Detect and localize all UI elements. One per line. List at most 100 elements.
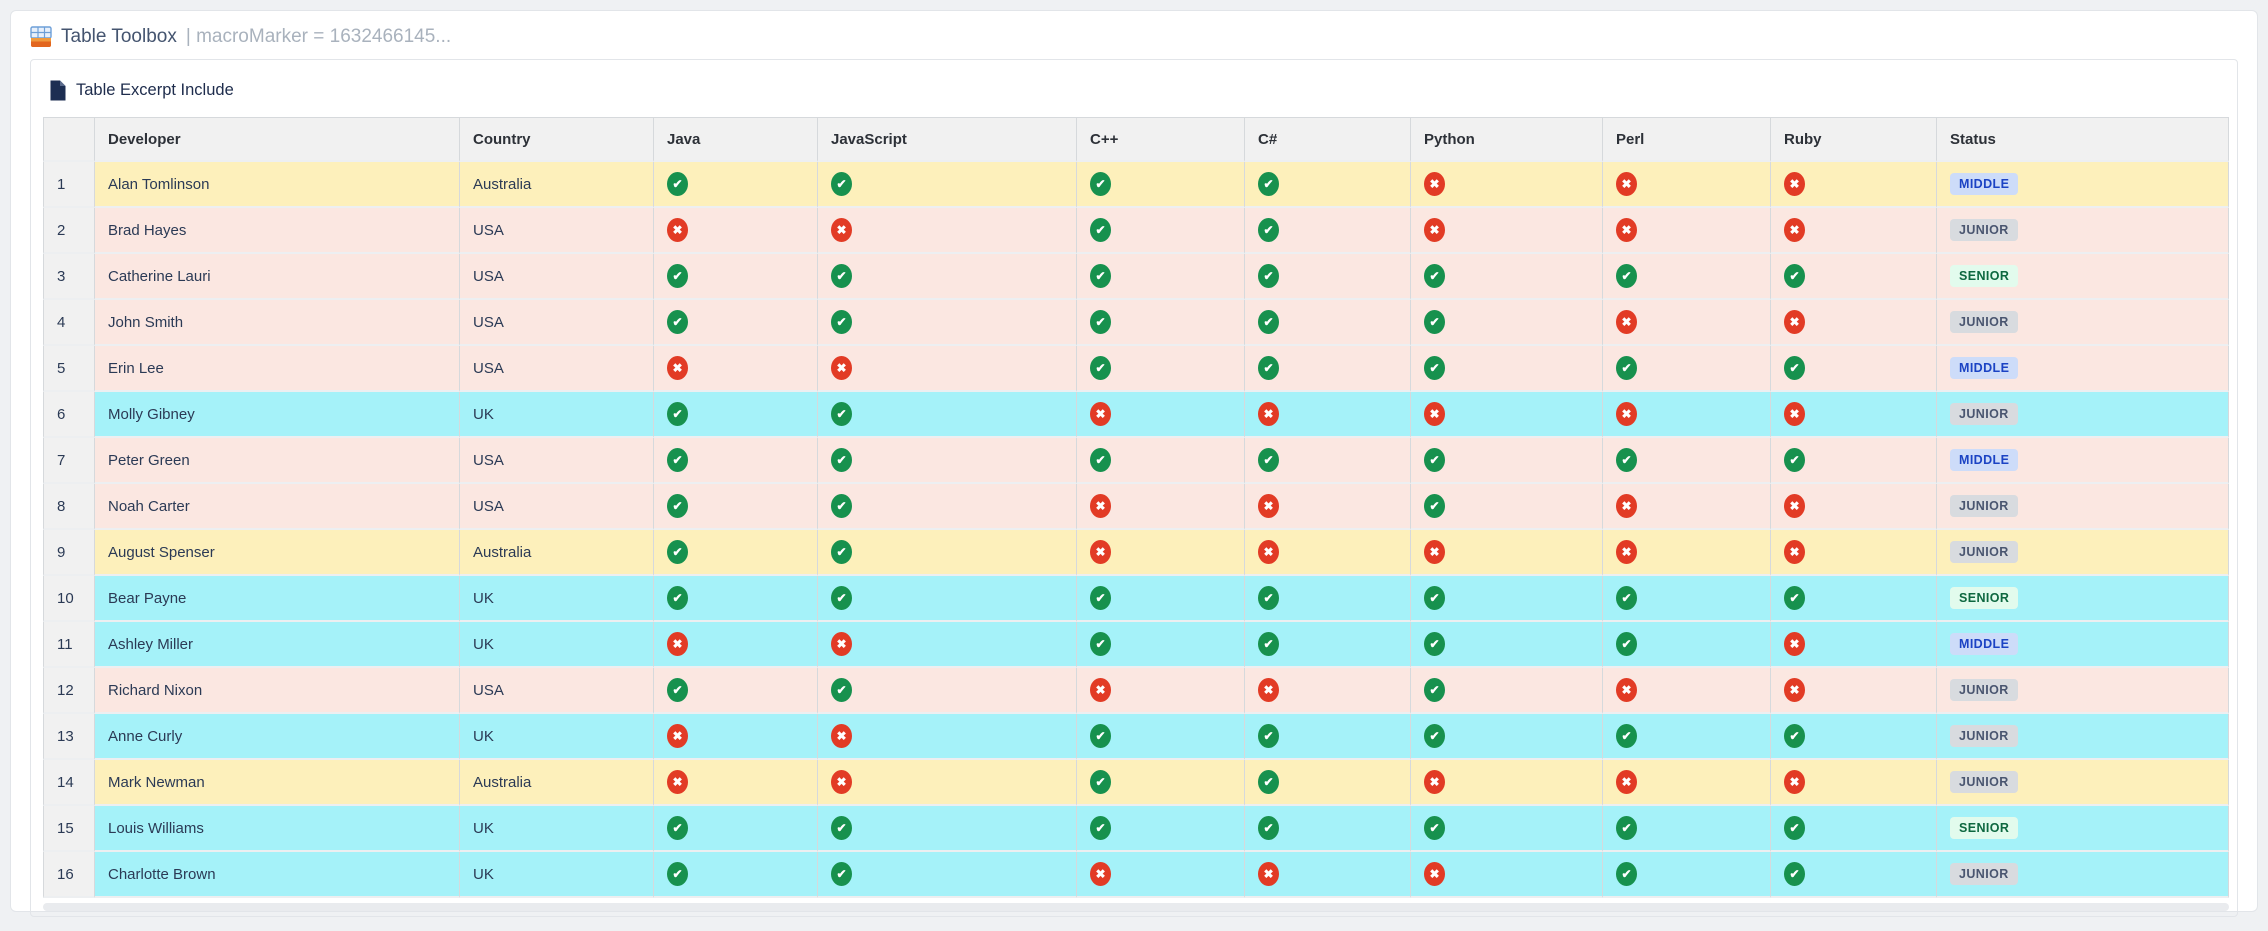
country-cell: USA bbox=[460, 438, 654, 484]
skill-cell-java: ✖ bbox=[654, 622, 818, 668]
check-icon: ✔ bbox=[1424, 310, 1445, 334]
status-cell: MIDDLE bbox=[1937, 438, 2229, 484]
check-icon: ✔ bbox=[1424, 678, 1445, 702]
column-header-csharp[interactable]: C# bbox=[1245, 117, 1411, 162]
skill-cell-csharp: ✖ bbox=[1245, 852, 1411, 898]
column-header-perl[interactable]: Perl bbox=[1603, 117, 1771, 162]
skill-cell-perl: ✖ bbox=[1603, 668, 1771, 714]
skill-cell-java: ✖ bbox=[654, 346, 818, 392]
developer-cell: Molly Gibney bbox=[95, 392, 460, 438]
cross-icon: ✖ bbox=[1616, 218, 1637, 242]
column-header-country[interactable]: Country bbox=[460, 117, 654, 162]
status-badge: JUNIOR bbox=[1950, 725, 2018, 747]
check-icon: ✔ bbox=[831, 678, 852, 702]
column-header-developer[interactable]: Developer bbox=[95, 117, 460, 162]
status-cell: SENIOR bbox=[1937, 806, 2229, 852]
skill-cell-csharp: ✔ bbox=[1245, 576, 1411, 622]
skill-cell-java: ✔ bbox=[654, 484, 818, 530]
column-header-cpp[interactable]: C++ bbox=[1077, 117, 1245, 162]
cross-icon: ✖ bbox=[831, 218, 852, 242]
skill-cell-javascript: ✖ bbox=[818, 622, 1077, 668]
status-cell: JUNIOR bbox=[1937, 852, 2229, 898]
row-number-cell: 14 bbox=[43, 760, 95, 806]
skill-cell-javascript: ✔ bbox=[818, 300, 1077, 346]
cross-icon: ✖ bbox=[831, 724, 852, 748]
check-icon: ✔ bbox=[667, 264, 688, 288]
skill-cell-javascript: ✖ bbox=[818, 714, 1077, 760]
cross-icon: ✖ bbox=[667, 632, 688, 656]
status-cell: JUNIOR bbox=[1937, 530, 2229, 576]
skill-cell-ruby: ✔ bbox=[1771, 254, 1937, 300]
check-icon: ✔ bbox=[667, 586, 688, 610]
skill-cell-java: ✔ bbox=[654, 576, 818, 622]
skill-cell-java: ✖ bbox=[654, 208, 818, 254]
check-icon: ✔ bbox=[831, 540, 852, 564]
skill-cell-ruby: ✖ bbox=[1771, 668, 1937, 714]
status-cell: JUNIOR bbox=[1937, 668, 2229, 714]
column-header-ruby[interactable]: Ruby bbox=[1771, 117, 1937, 162]
cross-icon: ✖ bbox=[1090, 862, 1111, 886]
check-icon: ✔ bbox=[1090, 724, 1111, 748]
skill-cell-csharp: ✖ bbox=[1245, 668, 1411, 714]
column-header-java[interactable]: Java bbox=[654, 117, 818, 162]
table-row: 15 Louis Williams UK ✔ ✔ ✔ ✔ ✔ ✔ ✔ SENIOR bbox=[43, 806, 2229, 852]
cross-icon: ✖ bbox=[1784, 494, 1805, 518]
check-icon: ✔ bbox=[667, 540, 688, 564]
skill-cell-csharp: ✔ bbox=[1245, 208, 1411, 254]
country-cell: USA bbox=[460, 300, 654, 346]
skill-cell-javascript: ✔ bbox=[818, 254, 1077, 300]
check-icon: ✔ bbox=[1090, 586, 1111, 610]
skill-cell-python: ✖ bbox=[1411, 530, 1603, 576]
country-cell: USA bbox=[460, 668, 654, 714]
skill-cell-csharp: ✔ bbox=[1245, 300, 1411, 346]
check-icon: ✔ bbox=[1784, 816, 1805, 840]
row-number-cell: 12 bbox=[43, 668, 95, 714]
status-cell: JUNIOR bbox=[1937, 714, 2229, 760]
status-cell: SENIOR bbox=[1937, 254, 2229, 300]
check-icon: ✔ bbox=[831, 402, 852, 426]
skill-cell-java: ✖ bbox=[654, 714, 818, 760]
column-header-python[interactable]: Python bbox=[1411, 117, 1603, 162]
status-badge: SENIOR bbox=[1950, 265, 2019, 287]
check-icon: ✔ bbox=[1784, 586, 1805, 610]
horizontal-scrollbar-track[interactable] bbox=[43, 903, 2229, 911]
skill-cell-csharp: ✔ bbox=[1245, 714, 1411, 760]
skill-cell-cpp: ✔ bbox=[1077, 208, 1245, 254]
column-header-javascript[interactable]: JavaScript bbox=[818, 117, 1077, 162]
cross-icon: ✖ bbox=[1784, 172, 1805, 196]
country-cell: UK bbox=[460, 392, 654, 438]
status-badge: SENIOR bbox=[1950, 817, 2019, 839]
skill-cell-javascript: ✖ bbox=[818, 346, 1077, 392]
check-icon: ✔ bbox=[1258, 724, 1279, 748]
skill-cell-javascript: ✔ bbox=[818, 576, 1077, 622]
skill-cell-javascript: ✔ bbox=[818, 530, 1077, 576]
developer-cell: Erin Lee bbox=[95, 346, 460, 392]
skill-cell-cpp: ✖ bbox=[1077, 852, 1245, 898]
check-icon: ✔ bbox=[1424, 586, 1445, 610]
skill-cell-ruby: ✔ bbox=[1771, 346, 1937, 392]
cross-icon: ✖ bbox=[831, 770, 852, 794]
table-row: 12 Richard Nixon USA ✔ ✔ ✖ ✖ ✔ ✖ ✖ JUNIOR bbox=[43, 668, 2229, 714]
skill-cell-perl: ✖ bbox=[1603, 300, 1771, 346]
skill-cell-ruby: ✖ bbox=[1771, 300, 1937, 346]
cross-icon: ✖ bbox=[1090, 678, 1111, 702]
check-icon: ✔ bbox=[1258, 448, 1279, 472]
cross-icon: ✖ bbox=[1616, 770, 1637, 794]
check-icon: ✔ bbox=[1784, 264, 1805, 288]
skill-cell-python: ✔ bbox=[1411, 346, 1603, 392]
developer-cell: Ashley Miller bbox=[95, 622, 460, 668]
row-number-cell: 15 bbox=[43, 806, 95, 852]
developer-cell: Charlotte Brown bbox=[95, 852, 460, 898]
skill-cell-javascript: ✔ bbox=[818, 392, 1077, 438]
developer-cell: Bear Payne bbox=[95, 576, 460, 622]
skill-cell-ruby: ✖ bbox=[1771, 622, 1937, 668]
skill-cell-cpp: ✔ bbox=[1077, 806, 1245, 852]
check-icon: ✔ bbox=[1090, 632, 1111, 656]
skill-cell-python: ✔ bbox=[1411, 484, 1603, 530]
status-badge: SENIOR bbox=[1950, 587, 2019, 609]
skill-cell-cpp: ✔ bbox=[1077, 162, 1245, 208]
column-header-status[interactable]: Status bbox=[1937, 117, 2229, 162]
country-cell: UK bbox=[460, 852, 654, 898]
cross-icon: ✖ bbox=[1258, 540, 1279, 564]
row-number-cell: 4 bbox=[43, 300, 95, 346]
